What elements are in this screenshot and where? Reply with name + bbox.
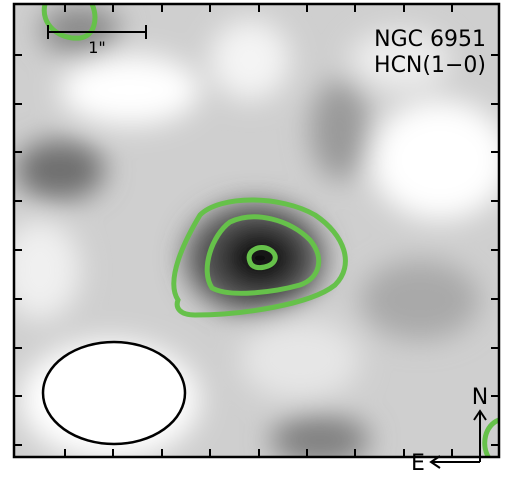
compass-north: N <box>472 385 488 410</box>
page: 1" NGC 6951 HCN(1−0) N E (() => { const … <box>0 0 505 500</box>
beam-ellipse <box>43 342 185 444</box>
compass-east: E <box>411 451 425 476</box>
scale-bar-label: 1" <box>88 38 106 57</box>
map-panel: 1" NGC 6951 HCN(1−0) N E <box>0 0 505 500</box>
line-label: HCN(1−0) <box>374 53 486 78</box>
object-label: NGC 6951 <box>374 27 486 52</box>
